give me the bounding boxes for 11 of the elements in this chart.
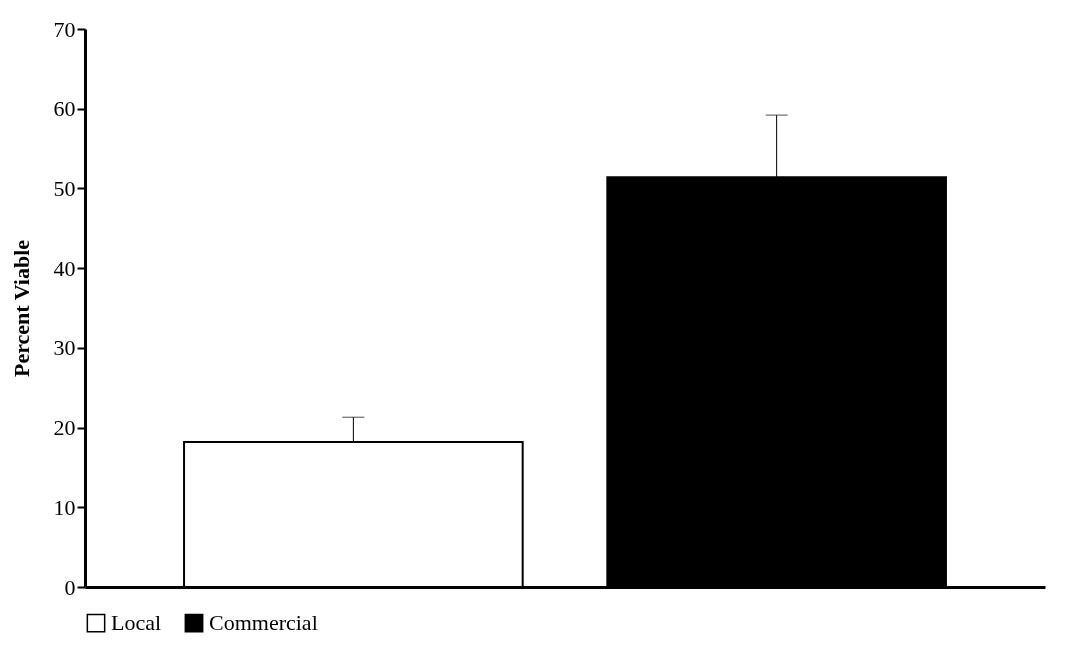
y-tick-label: 60	[53, 96, 76, 122]
legend-label: Local	[111, 610, 162, 636]
y-tick-label: 0	[64, 574, 76, 600]
legend-label: Commercial	[209, 610, 318, 636]
y-tick-label: 70	[53, 16, 76, 42]
y-tick-label: 50	[53, 175, 76, 201]
y-tick-label: 40	[53, 255, 76, 281]
y-tick-label: 30	[53, 335, 76, 361]
y-tick-label: 20	[53, 415, 76, 441]
y-tick-label: 10	[53, 494, 76, 520]
y-axis-title: Percent Viable	[8, 239, 34, 378]
